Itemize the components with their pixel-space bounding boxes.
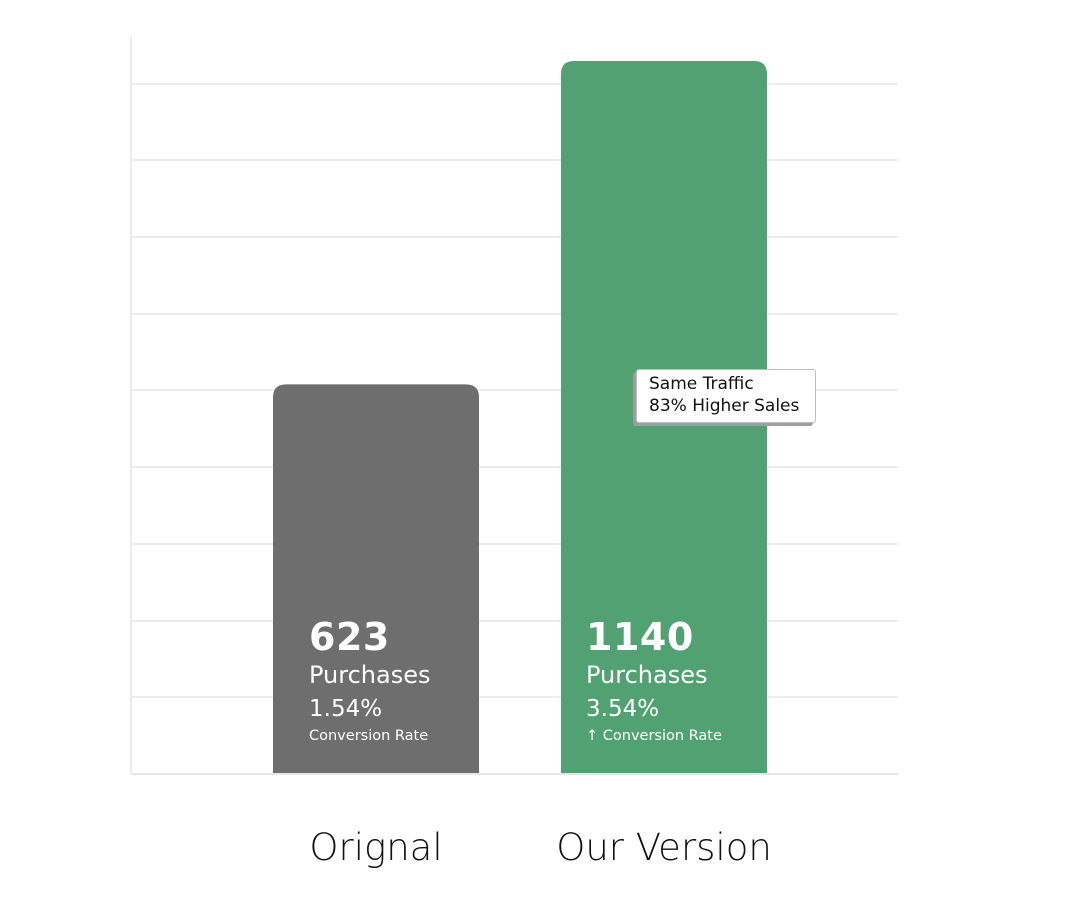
conversion-rate-label: Conversion Rate [309, 728, 429, 744]
x-tick-label-orignal: Orignal [309, 826, 443, 869]
annotation-callout: Same Traffic 83% Higher Sales [636, 369, 816, 423]
conversion-rate-label: ↑ Conversion Rate [586, 728, 722, 744]
bar-value-label: 623 [309, 615, 390, 659]
bar-value-label: 1140 [586, 615, 694, 659]
bar-label-group-orignal: 623 Purchases 1.54% Conversion Rate [309, 617, 431, 745]
bar-unit-label: Purchases [309, 661, 431, 689]
bar-orignal [273, 384, 479, 774]
conversion-rate-value: 1.54% [309, 696, 383, 722]
bar-label-group-our-version: 1140 Purchases 3.54% ↑ Conversion Rate [586, 617, 722, 745]
annotation-line-2: 83% Higher Sales [649, 396, 800, 416]
x-tick-label-our-version: Our Version [556, 826, 772, 869]
gridlines [131, 83, 898, 698]
annotation-line-1: Same Traffic [649, 374, 754, 394]
conversion-rate-value: 3.54% [586, 696, 660, 722]
bar-unit-label: Purchases [586, 661, 708, 689]
